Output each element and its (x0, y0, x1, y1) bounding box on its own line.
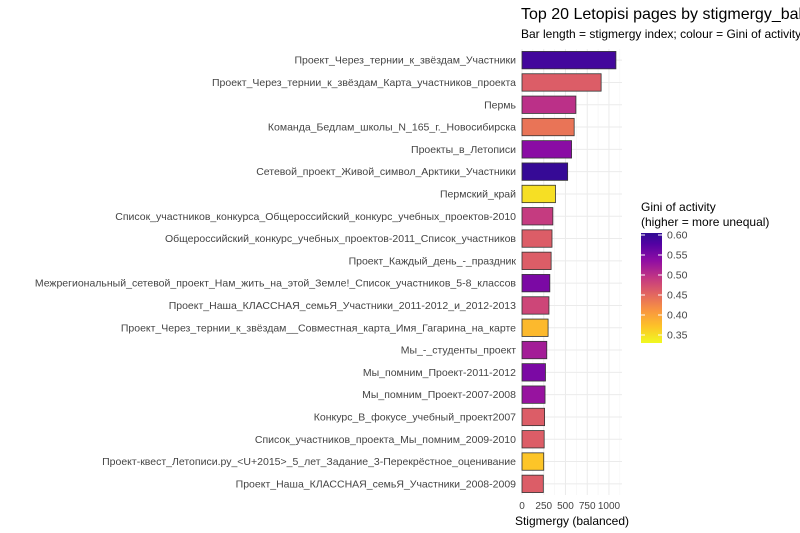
bar (521, 407, 546, 427)
x-tick-label: 750 (579, 501, 596, 512)
chart-subtitle: Bar length = stigmergy index; colour = G… (521, 27, 800, 41)
x-tick-label: 1000 (598, 501, 621, 512)
bar (521, 430, 545, 449)
category-label: Общероссийский_конкурс_учебных_проектов-… (165, 233, 516, 245)
x-tick-label: 0 (519, 501, 525, 512)
bar (521, 474, 544, 493)
chart-title: Top 20 Letopisi pages by stigmergy_balan… (521, 6, 800, 23)
bars-group (521, 51, 617, 493)
bar (521, 184, 556, 204)
bar (521, 229, 553, 248)
category-label: Пермский_край (440, 188, 516, 200)
legend-tick-label: 0.35 (667, 330, 688, 342)
legend-title-line2: (higher = more unequal) (641, 215, 769, 229)
category-labels: Проект_Через_тернии_к_звёздам_Участники П… (35, 55, 517, 491)
category-label: Межрегиональный_сетевой_проект_Нам_жить_… (35, 278, 517, 290)
x-tick-label: 500 (557, 501, 574, 512)
bar (521, 296, 550, 315)
category-label: Проект_Наша_КЛАССНАЯ_семьЯ_Участники_201… (169, 300, 516, 312)
color-legend: Gini of activity (higher = more unequal)… (641, 200, 769, 343)
category-label: Мы_-_студенты_проект (401, 345, 516, 357)
category-label: Проект-квест_Летописи.ру_<U+2015>_5_лет_… (102, 456, 516, 468)
bar (521, 51, 617, 70)
legend-ticks: 0.35 0.40 0.45 0.50 0.55 0.60 (641, 230, 688, 342)
category-label: Проект_Наша_КЛАССНАЯ_семьЯ_Участники_200… (236, 478, 516, 490)
legend-tick-label: 0.55 (667, 250, 688, 262)
category-label: Сетевой_проект_Живой_символ_Арктики_Учас… (256, 166, 516, 178)
bar (521, 162, 569, 181)
bar (521, 140, 572, 159)
bar (521, 73, 602, 92)
category-label: Список_участников_конкурса_Общероссийски… (115, 211, 516, 223)
category-label: Проект_Каждый_день_-_праздник (349, 255, 517, 267)
legend-tick-label: 0.45 (667, 290, 688, 302)
bar (521, 363, 546, 382)
category-label: Мы_помним_Проект-2007-2008 (362, 389, 516, 401)
bar (521, 117, 575, 137)
category-label: Конкурс_В_фокусе_учебный_проект2007 (314, 411, 516, 423)
grid-lines (521, 49, 622, 495)
legend-tick-label: 0.50 (667, 270, 688, 282)
bar (521, 452, 545, 471)
category-label: Список_участников_проекта_Мы_помним_2009… (255, 434, 516, 446)
legend-tick-label: 0.40 (667, 310, 688, 322)
category-label: Пермь (484, 99, 516, 111)
legend-tick-label: 0.60 (667, 230, 688, 242)
legend-title-line1: Gini of activity (641, 200, 716, 214)
category-label: Проект_Через_тернии_к_звёздам_Карта_учас… (212, 77, 516, 89)
bar (521, 95, 577, 114)
category-label: Проект_Через_тернии_к_звёздам__Совместна… (121, 322, 516, 334)
bar (521, 274, 551, 293)
category-label: Команда_Бедлам_школы_N_165_г._Новосибирс… (268, 122, 516, 134)
legend-colorbar (641, 233, 662, 343)
x-tick-label: 250 (535, 501, 552, 512)
bar (521, 251, 552, 270)
bar (521, 207, 554, 226)
category-label: Мы_помним_Проект-2011-2012 (363, 367, 516, 379)
x-axis-ticks: 0 250 500 750 1000 (519, 501, 620, 512)
bar (521, 385, 546, 404)
x-axis-title: Stigmergy (balanced) (515, 514, 629, 528)
category-label: Проекты_в_Летописи (411, 144, 516, 156)
bar (521, 318, 549, 337)
bar (521, 340, 548, 360)
category-label: Проект_Через_тернии_к_звёздам_Участники (294, 55, 516, 67)
